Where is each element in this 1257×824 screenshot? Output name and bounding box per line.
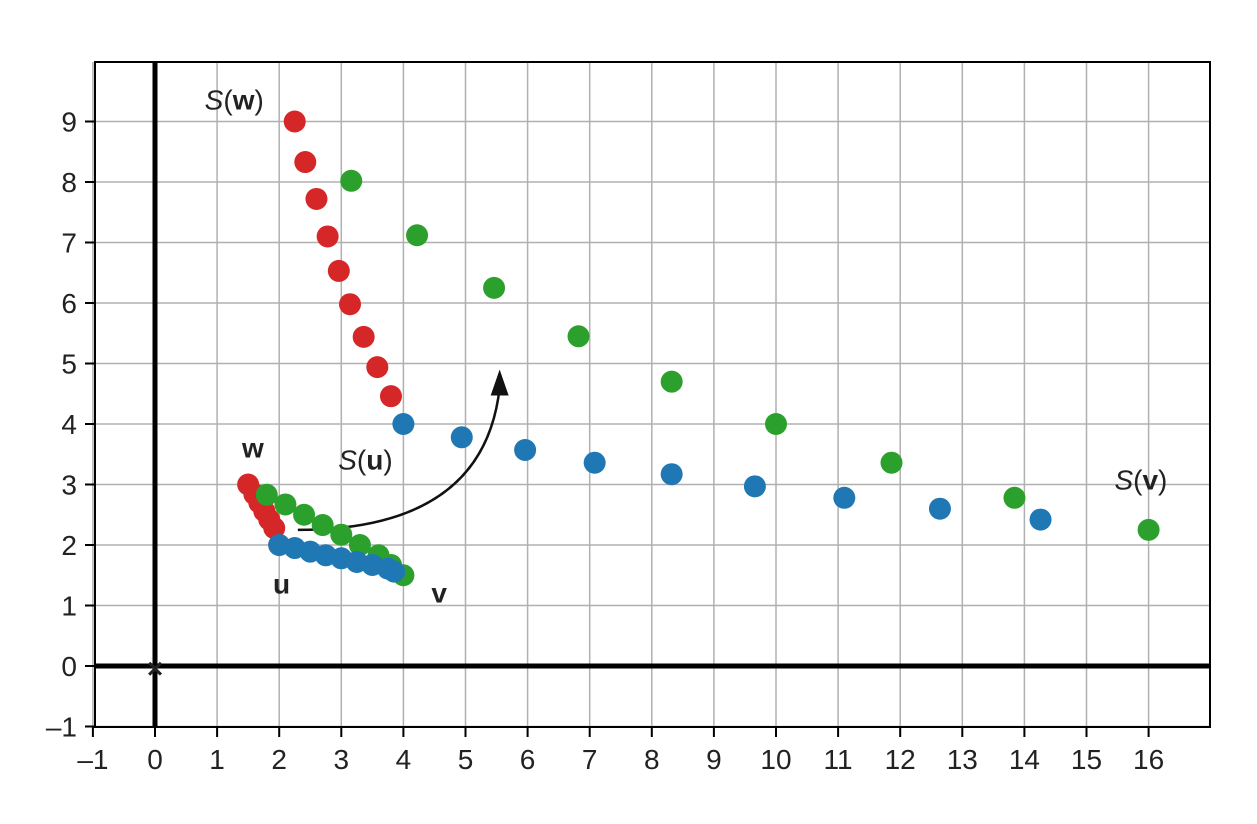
label-v-symbol: v [431,577,447,608]
green-point [330,523,353,546]
green-point [406,224,429,247]
blue-point [392,413,415,435]
y-tick-label: 1 [61,591,77,622]
green-point [311,514,334,537]
label-sv-suffix: ) [1158,464,1167,495]
blue-point [514,439,537,462]
y-tick-label: 3 [61,470,77,501]
y-tick-label: 6 [61,288,77,319]
label-sw: S(w) [205,84,264,115]
origin-marker: × [147,653,163,684]
x-tick-label: 6 [520,744,536,775]
x-tick-label: 2 [271,744,287,775]
blue-point [583,451,606,474]
blue-point [1029,508,1052,531]
green-point [567,325,590,348]
x-tick-label: 11 [824,744,853,775]
label-sv-fn: S [1114,464,1133,495]
x-tick-label: 3 [334,744,350,775]
label-su-symbol: u [366,444,383,475]
y-tick-label: 0 [61,651,77,682]
red-point [352,325,375,348]
y-tick-label: –1 [46,712,77,743]
x-tick-label: 9 [706,744,722,775]
green-point [255,483,278,506]
red-point [379,385,402,408]
label-v: v [431,577,447,608]
green-point [274,493,297,516]
green-point [293,503,316,526]
label-su: S(u) [338,444,392,475]
red-point [327,259,350,282]
label-su-fn: S [338,444,357,475]
blue-point [928,497,951,520]
x-tick-label: 16 [1133,744,1164,775]
x-tick-label: 15 [1071,744,1102,775]
y-tick-label: 2 [61,530,77,561]
red-point [338,293,361,316]
data-points [237,110,1160,587]
green-point [1137,518,1160,541]
label-sw-suffix: ) [254,84,263,115]
x-tick-label: 10 [760,744,791,775]
green-point [483,276,506,299]
label-w: w [241,432,264,463]
green-point [765,413,787,435]
green-point [660,370,683,393]
y-tick-label: 4 [61,409,77,440]
x-tick-label: 4 [396,744,412,775]
green-point [348,534,371,556]
green-point [880,451,903,474]
blue-point [450,426,473,449]
annotations: wu vS(w)S(u)S(v) [205,84,1168,608]
red-point [263,517,286,540]
y-tick-label: 8 [61,167,77,198]
red-point [316,225,339,248]
x-tick-label: 12 [885,744,916,775]
label-su-suffix: ) [383,444,392,475]
y-tick-label: 5 [61,349,77,380]
green-point [1003,486,1026,509]
label-su-prefix: ( [357,444,367,475]
x-tick-label: 0 [147,744,163,775]
red-point [366,356,389,379]
label-sv: S(v) [1114,464,1167,495]
x-tick-label: 14 [1009,744,1040,775]
red-point [294,151,317,174]
label-sv-prefix: ( [1133,464,1143,495]
label-w-symbol: w [241,432,264,463]
x-tick-label: 1 [209,744,225,775]
x-tick-label: 7 [582,744,598,775]
red-point [305,187,328,210]
label-sv-symbol: v [1142,464,1158,495]
arrow-head [490,369,509,396]
y-tick-label: 7 [61,228,77,259]
grid [92,62,1210,728]
label-u: u [273,568,290,599]
blue-point [660,463,683,486]
green-point [340,169,363,192]
y-tick-label: 9 [61,107,77,138]
x-tick-label: 13 [947,744,978,775]
x-tick-label: –1 [77,744,108,775]
arrow-curve [297,387,501,532]
blue-point [383,560,406,583]
label-sw-fn: S [205,84,224,115]
label-u-symbol: u [273,568,290,599]
label-sw-symbol: w [232,84,255,115]
x-tick-label: 8 [644,744,660,775]
blue-point [743,475,766,498]
red-point [283,110,306,133]
label-sw-prefix: ( [223,84,233,115]
blue-point [833,486,856,509]
x-tick-label: 5 [458,744,474,775]
